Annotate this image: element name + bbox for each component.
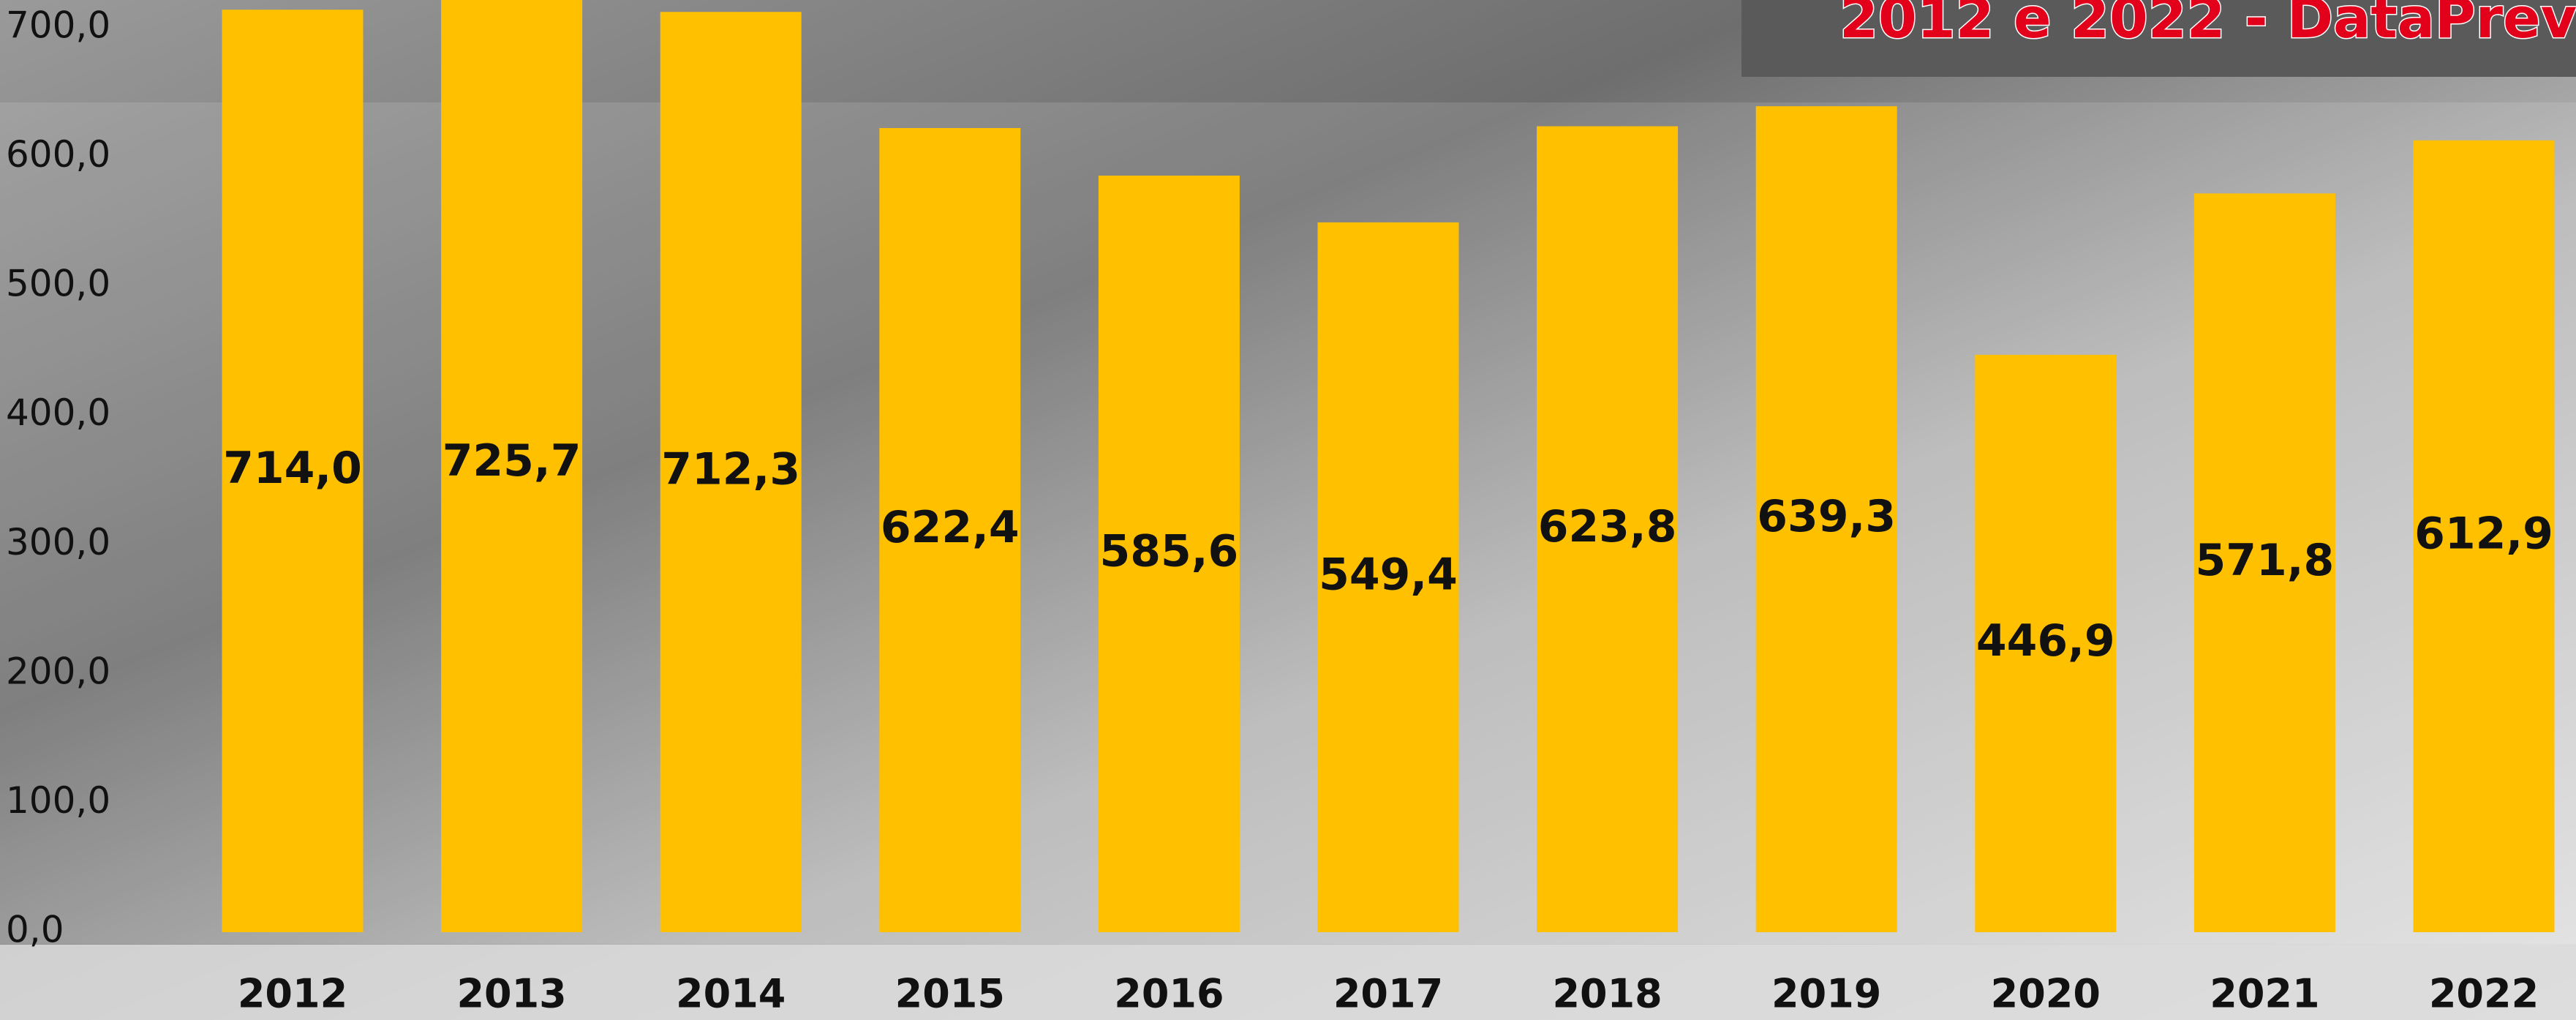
value-label: 712,3 xyxy=(661,444,800,495)
y-tick-label: 500,0 xyxy=(6,263,110,305)
value-label: 585,6 xyxy=(1100,526,1239,577)
bar xyxy=(660,12,802,932)
x-tick-label: 2013 xyxy=(456,971,566,1017)
bar xyxy=(1975,354,2117,932)
title-banner xyxy=(1741,0,2576,77)
value-label: 714,0 xyxy=(223,443,362,494)
x-tick-label: 2021 xyxy=(2210,971,2319,1017)
bar xyxy=(1317,222,1459,932)
x-tick-label: 2017 xyxy=(1333,971,1443,1017)
value-label: 725,7 xyxy=(442,435,581,487)
y-tick-label: 700,0 xyxy=(6,4,110,47)
bar xyxy=(222,10,364,932)
bottom-strip xyxy=(0,945,2576,1020)
value-label: 549,4 xyxy=(1319,550,1458,601)
bar xyxy=(441,0,583,933)
value-label: 623,8 xyxy=(1538,501,1677,552)
x-tick-label: 2019 xyxy=(1771,971,1881,1017)
y-tick-label: 300,0 xyxy=(6,521,110,563)
value-label: 446,9 xyxy=(1976,615,2115,667)
value-label: 612,9 xyxy=(2414,508,2553,559)
x-tick-label: 2016 xyxy=(1114,971,1224,1017)
value-label: 571,8 xyxy=(2196,535,2335,586)
bar xyxy=(2193,193,2335,932)
x-tick-label: 2022 xyxy=(2429,971,2539,1017)
x-tick-label: 2015 xyxy=(895,971,1005,1017)
x-tick-label: 2018 xyxy=(1552,971,1662,1017)
chart-title: 2012 e 2022 - DataPrev xyxy=(1839,0,2576,50)
y-tick-label: 0,0 xyxy=(6,909,64,951)
bar xyxy=(2413,140,2555,933)
bar xyxy=(879,128,1021,933)
x-tick-label: 2012 xyxy=(238,971,347,1017)
y-tick-label: 600,0 xyxy=(6,133,110,176)
background-overlay xyxy=(0,102,2576,944)
y-tick-label: 100,0 xyxy=(6,779,110,822)
y-tick-label: 200,0 xyxy=(6,650,110,692)
value-label: 639,3 xyxy=(1757,491,1896,542)
bar xyxy=(1755,106,1897,933)
x-tick-label: 2014 xyxy=(676,971,786,1017)
bar xyxy=(1537,126,1679,933)
y-tick-label: 400,0 xyxy=(6,391,110,434)
x-tick-label: 2020 xyxy=(1991,971,2101,1017)
bar xyxy=(1098,175,1240,933)
value-label: 622,4 xyxy=(881,502,1020,553)
